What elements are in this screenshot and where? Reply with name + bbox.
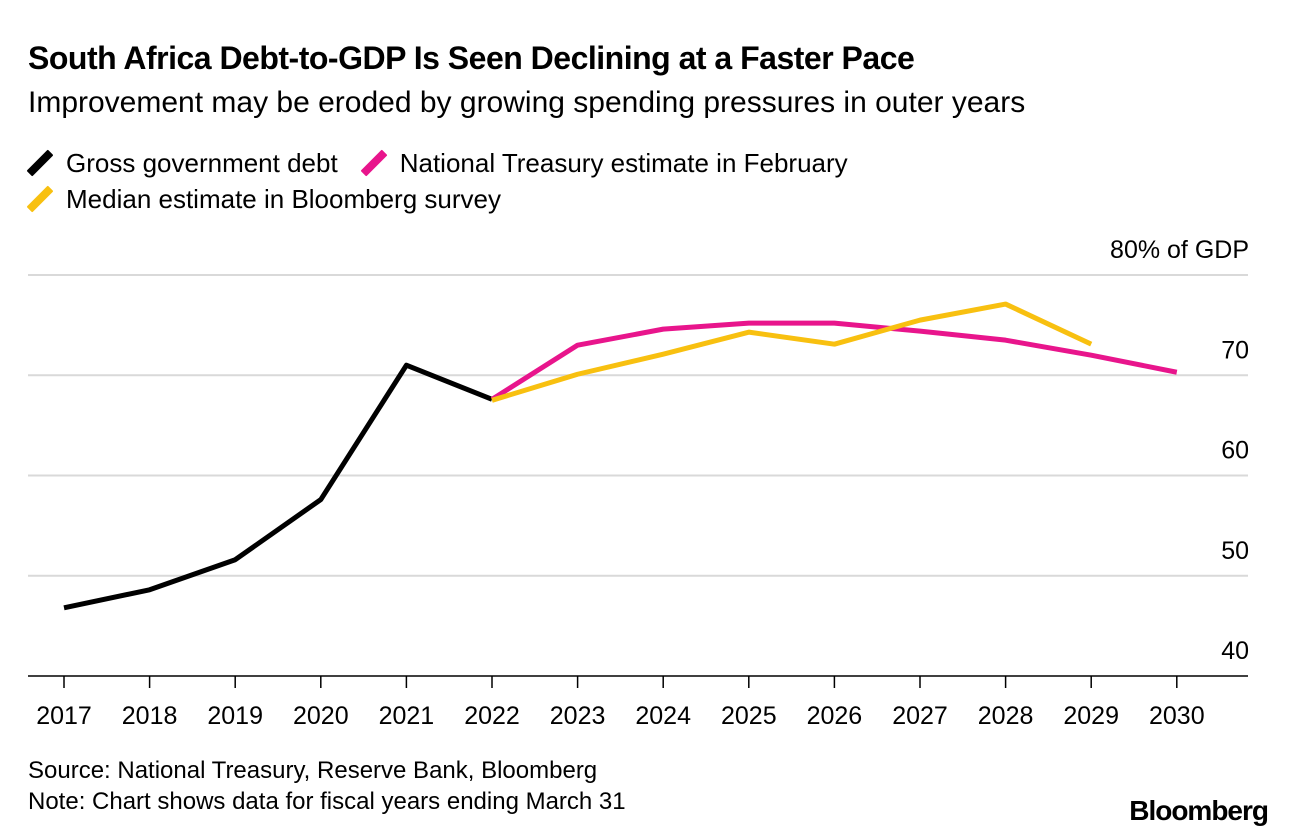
legend-item-gross-debt: Gross government debt xyxy=(26,147,338,179)
y-tick-label-40: 40 xyxy=(1221,637,1249,665)
legend-label-treasury: National Treasury estimate in February xyxy=(399,147,848,178)
fiscal-note: Note: Chart shows data for fiscal years … xyxy=(28,788,626,815)
x-tick-label-2018: 2018 xyxy=(122,702,178,730)
y-tick-label-50: 50 xyxy=(1221,537,1249,565)
x-tick-label-2029: 2029 xyxy=(1063,702,1119,730)
series-line-2 xyxy=(491,301,1093,403)
footer-notes: Source: National Treasury, Reserve Bank,… xyxy=(28,755,626,817)
bloomberg-logo: Bloomberg xyxy=(1129,795,1269,826)
legend-row-1: Gross government debt National Treasury … xyxy=(26,145,874,181)
line-chart: 80% of GDP 70 60 50 40 2017 2018 2019 2020 2021 20… xyxy=(28,236,1249,730)
legend-item-bloomberg-survey: Median estimate in Bloomberg survey xyxy=(26,183,501,215)
series-line-1 xyxy=(490,320,1178,402)
x-tick-label-2019: 2019 xyxy=(207,702,263,730)
x-tick-label-2023: 2023 xyxy=(550,702,606,730)
legend-item-treasury: National Treasury estimate in February xyxy=(360,147,848,179)
y-tick-label-70: 70 xyxy=(1221,336,1249,364)
y-tick-label-80: 80% of GDP xyxy=(1110,236,1249,264)
x-tick-label-2028: 2028 xyxy=(978,702,1034,730)
x-tick-label-2024: 2024 xyxy=(635,702,691,730)
y-tick-label-60: 60 xyxy=(1221,437,1249,465)
chart-title: South Africa Debt-to-GDP Is Seen Declini… xyxy=(28,40,915,76)
series-line-0 xyxy=(63,362,493,611)
legend-row-2: Median estimate in Bloomberg survey xyxy=(26,181,874,217)
x-tick-label-2022: 2022 xyxy=(464,702,520,730)
x-tick-label-2030: 2030 xyxy=(1149,702,1205,730)
legend: Gross government debt National Treasury … xyxy=(26,145,874,217)
chart-subtitle: Improvement may be eroded by growing spe… xyxy=(28,86,1026,119)
x-tick-label-2025: 2025 xyxy=(721,702,777,730)
x-tick-label-2017: 2017 xyxy=(36,702,92,730)
x-tick-label-2021: 2021 xyxy=(379,702,435,730)
x-tick-label-2027: 2027 xyxy=(892,702,948,730)
x-tick-label-2020: 2020 xyxy=(293,702,349,730)
source-note: Source: National Treasury, Reserve Bank,… xyxy=(28,757,598,784)
legend-label-gross-debt: Gross government debt xyxy=(66,147,338,178)
x-tick-label-2026: 2026 xyxy=(807,702,863,730)
legend-label-bloomberg-survey: Median estimate in Bloomberg survey xyxy=(66,183,501,214)
